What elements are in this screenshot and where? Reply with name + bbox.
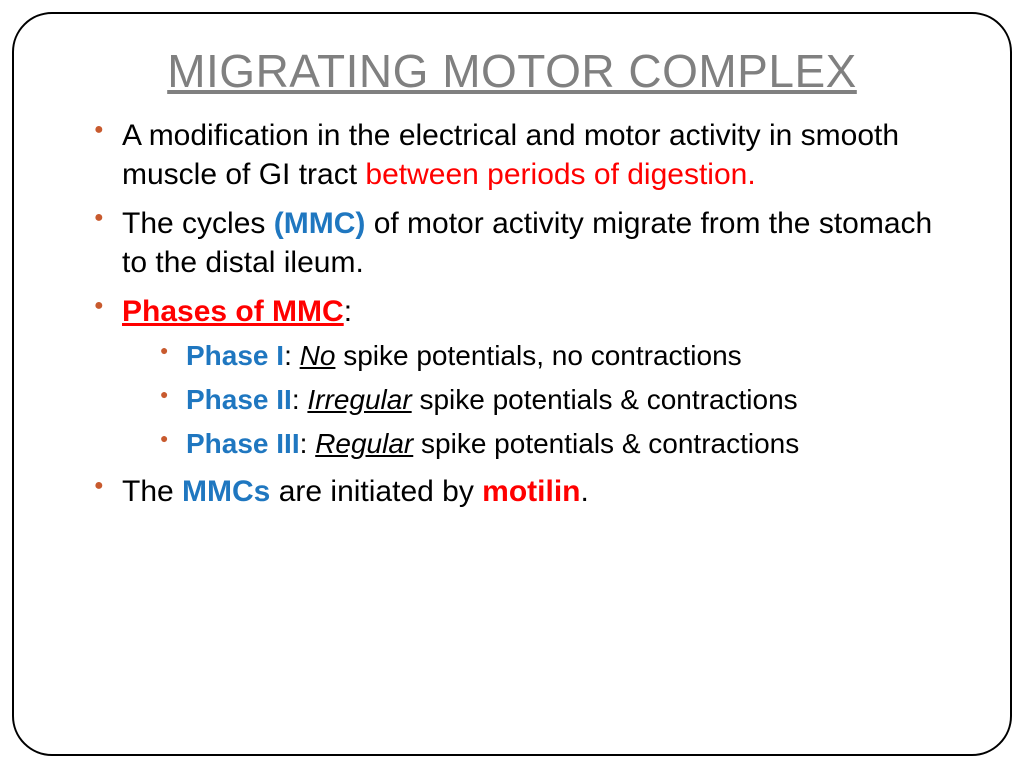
slide-frame: MIGRATING MOTOR COMPLEX A modification i… [12,12,1012,756]
highlight-red: motilin [482,475,580,508]
text-segment: : [284,340,300,371]
phase-descriptor: Irregular [307,384,411,415]
text-segment: : [344,295,352,328]
phase-descriptor: Regular [315,428,413,459]
highlight-blue: MMCs [182,475,270,508]
highlight-blue: (MMC) [274,207,366,240]
highlight-red: between periods of digestion. [365,158,755,191]
phase-label: Phase I [186,340,284,371]
phase-1: Phase I: No spike potentials, no contrac… [160,337,960,375]
phases-label: Phases of MMC [122,295,344,328]
text-segment: : [300,428,316,459]
bullet-definition: A modification in the electrical and mot… [94,116,960,194]
slide-title: MIGRATING MOTOR COMPLEX [64,44,960,98]
bullet-cycles: The cycles (MMC) of motor activity migra… [94,204,960,282]
phase-label: Phase II [186,384,292,415]
text-segment: spike potentials, no contractions [335,340,741,371]
phase-descriptor: No [300,340,336,371]
phases-sublist: Phase I: No spike potentials, no contrac… [122,337,960,462]
text-segment: : [292,384,308,415]
text-segment: spike potentials & contractions [413,428,799,459]
text-segment: spike potentials & contractions [412,384,798,415]
bullet-phases-header: Phases of MMC: Phase I: No spike potenti… [94,292,960,462]
phase-label: Phase III [186,428,300,459]
main-bullet-list: A modification in the electrical and mot… [64,116,960,511]
bullet-motilin: The MMCs are initiated by motilin. [94,472,960,511]
phase-3: Phase III: Regular spike potentials & co… [160,425,960,463]
text-segment: are initiated by [270,475,482,508]
text-segment: The [122,475,182,508]
text-segment: . [581,475,589,508]
text-segment: The cycles [122,207,274,240]
phase-2: Phase II: Irregular spike potentials & c… [160,381,960,419]
